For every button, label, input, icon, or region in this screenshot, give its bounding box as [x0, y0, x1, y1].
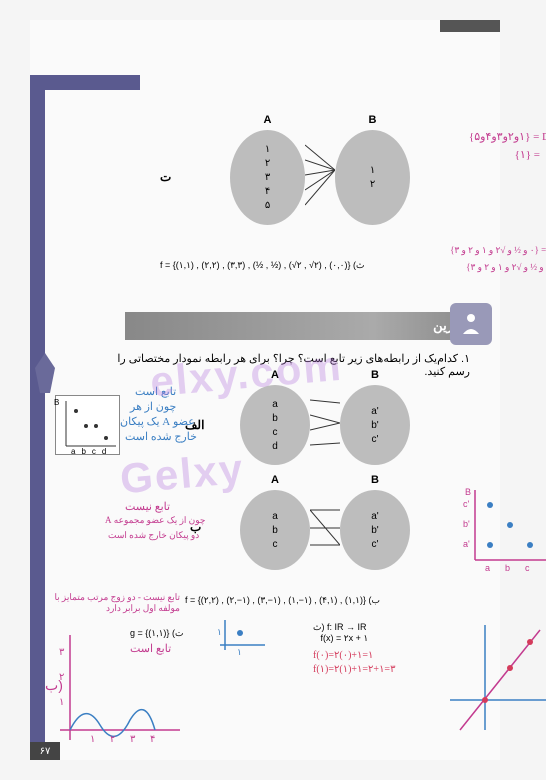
- venn-diagram-2: A a b c d B a' b' c': [240, 385, 410, 465]
- svg-text:ب): ب): [45, 677, 63, 693]
- sidebar-top: [30, 75, 140, 90]
- x-axis-labels: abcd: [71, 447, 112, 456]
- oval-b1: B ۱ ۲: [335, 130, 410, 225]
- hw-s-calc2: f(۱)=۲(۱)+۱=۲+۱=۳: [313, 664, 395, 675]
- page-number: ۶۷: [30, 742, 60, 760]
- sketch-graph-bottom-left: ۳۲۱ ۱۲۳۴ ب): [45, 630, 185, 760]
- svg-text:۱: ۱: [217, 627, 222, 637]
- hw-topright-2: = {۱}: [515, 148, 540, 161]
- oval-a1: A ۱ ۲ ۳ ۴ ۵: [230, 130, 305, 225]
- label-b: B: [369, 114, 377, 126]
- hw-alef-4: خارج شده است: [125, 430, 197, 443]
- hw-topright-1: D = {۱و۲و۳و۴و۵}: [469, 130, 546, 143]
- svg-text:a: a: [485, 563, 490, 573]
- oval-b2: B a' b' c': [340, 385, 410, 465]
- exercise-icon: [450, 303, 492, 345]
- hw-be-2: چون از یک عضو مجموعه A: [105, 515, 205, 526]
- hw-alef-3: عضو A یک پیکان: [120, 415, 195, 428]
- svg-text:۴: ۴: [150, 734, 155, 745]
- page-container: A ۱ ۲ ۳ ۴ ۵ B ۱ ۲ ت ث) f = {(۱,۱) , (۲,۲…: [30, 20, 500, 760]
- sketch-graph-linear: [445, 620, 546, 740]
- label-a: A: [264, 114, 272, 126]
- hw-be-3: دو پیکان خارج شده است: [108, 530, 199, 541]
- oval-a2: A a b c d: [240, 385, 310, 465]
- hw-alef-2: چون از هر: [130, 400, 176, 413]
- arrows-2: [310, 385, 340, 465]
- svg-text:۲: ۲: [110, 734, 115, 745]
- hw-be-1: تابع نیست: [125, 500, 170, 513]
- svg-text:c': c': [463, 499, 470, 509]
- svg-text:b': b': [463, 519, 470, 529]
- hw-alef-1: تابع است: [135, 385, 176, 398]
- hw-midright-1: D = {۰ و ½ و √۲ و ۱ و ۲ و ۳}: [450, 245, 546, 256]
- formula-s: ث) f: IR → IR f(x) = ۲x + ۱: [313, 622, 368, 644]
- svg-text:۱: ۱: [237, 647, 242, 657]
- hw-s-calc1: f(۰)=۲(۰)+۱=۱: [313, 650, 373, 661]
- sketch-graph-g: ۱۱: [215, 615, 270, 660]
- arrows-3: [310, 490, 340, 570]
- sidebar-left: [30, 75, 45, 755]
- venn-diagram-1: A ۱ ۲ ۳ ۴ ۵ B ۱ ۲: [230, 130, 410, 225]
- header-bar: [440, 20, 500, 32]
- formula-t: ث) f = {(۱,۱) , (۲,۲) , (۳,۳) , (½ , ½) …: [160, 260, 364, 271]
- question-1-text: ۱. کدام‌یک از رابطه‌های زیر تابع است؟ چر…: [110, 352, 470, 378]
- sketch-graph-be: B a b c c' b' a': [460, 485, 546, 575]
- mini-graph-alef: B abcd: [55, 395, 120, 455]
- exercise-header: تمرین: [125, 312, 480, 340]
- hw-p-note: تابع نیست - دو زوج مرتب متمایز با مولفه …: [50, 592, 180, 614]
- oval-a3: A a b c: [240, 490, 310, 570]
- svg-text:c: c: [525, 563, 530, 573]
- svg-text:۳: ۳: [130, 734, 136, 745]
- svg-text:a': a': [463, 539, 470, 549]
- label-te-1: ت: [160, 170, 171, 184]
- formula-p: ب) f = {(۲,۲) , (۲,−۱) , (۳,−۱) , (۱,−۱)…: [185, 595, 380, 606]
- arrows-1: [305, 130, 335, 225]
- svg-text:۳: ۳: [59, 647, 65, 658]
- venn-diagram-3: A a b c B a' b' c': [240, 490, 410, 570]
- oval-b3: B a' b' c': [340, 490, 410, 570]
- svg-text:B: B: [465, 487, 471, 497]
- svg-text:۱: ۱: [90, 734, 95, 745]
- svg-text:۱: ۱: [59, 697, 64, 708]
- hw-midright-2: {۰ و ½ و √۲ و ۱ و ۲ و ۳}: [466, 262, 546, 273]
- ornament-icon: [25, 348, 65, 398]
- svg-text:b: b: [505, 563, 510, 573]
